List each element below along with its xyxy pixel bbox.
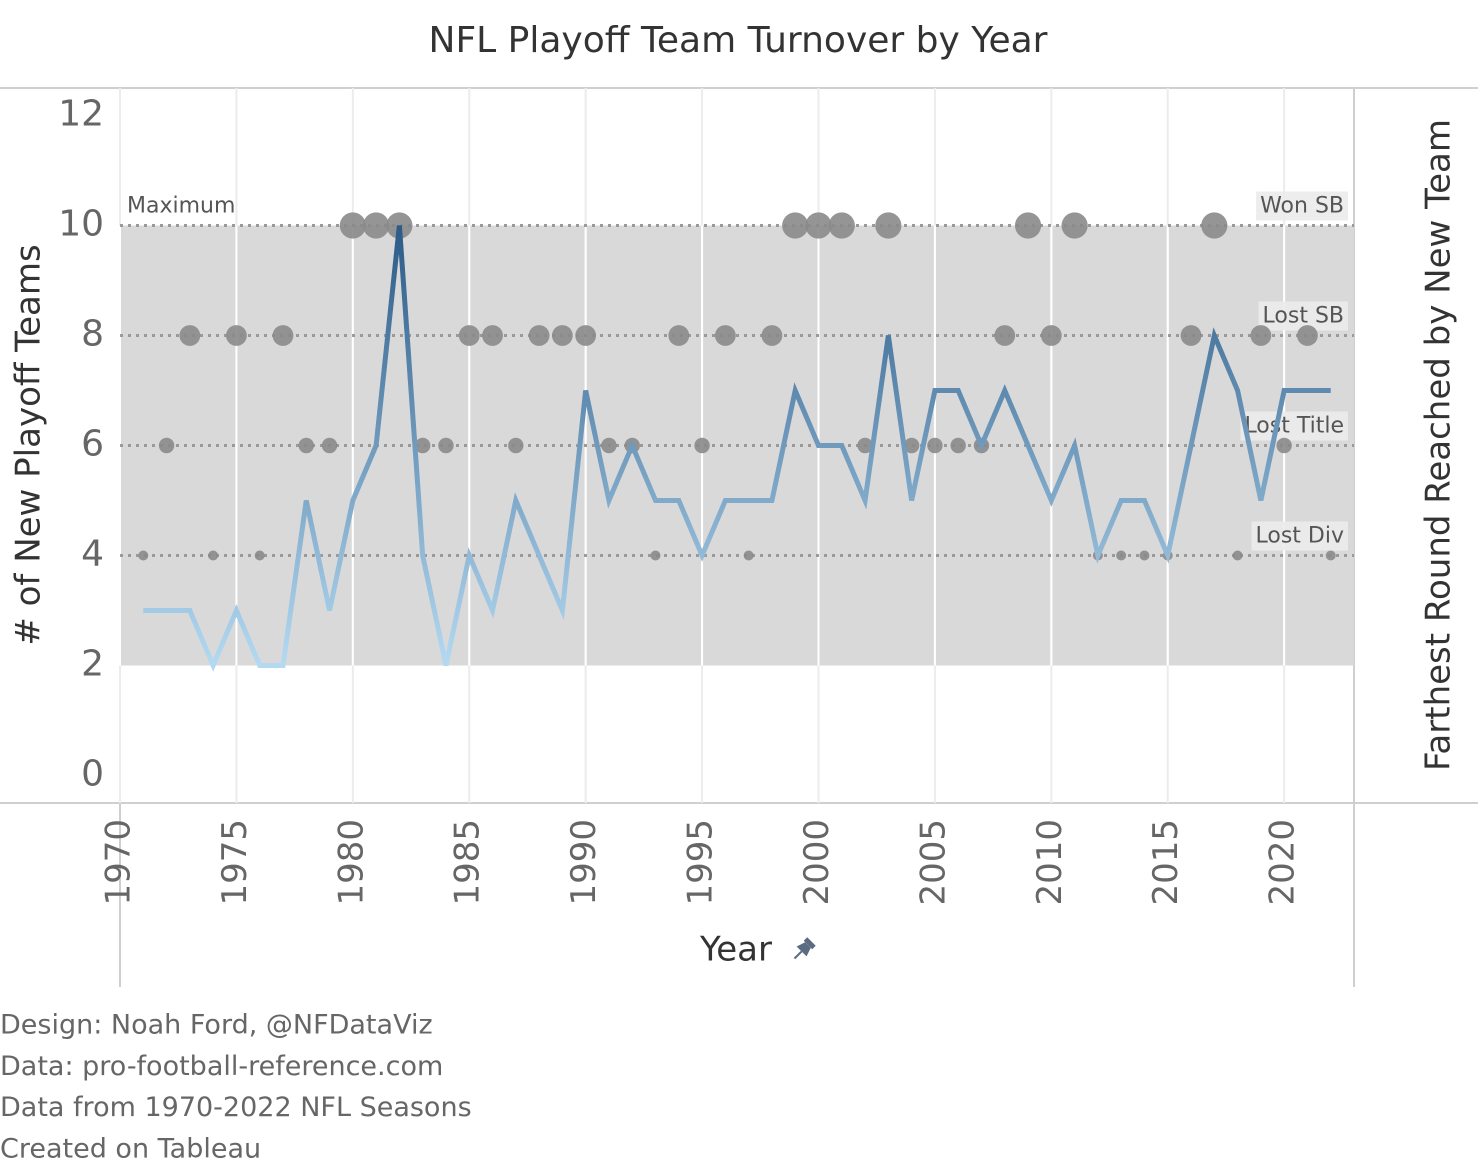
y2-tick-label: Lost Title: [1244, 414, 1344, 439]
chart-title: NFL Playoff Team Turnover by Year: [429, 20, 1048, 61]
x-tick-label: 1970: [99, 819, 139, 906]
round-dot: [1061, 212, 1088, 239]
round-dot: [138, 550, 149, 561]
round-dot: [950, 437, 966, 454]
x-tick-label: 2005: [913, 819, 953, 906]
round-dot: [994, 325, 1016, 346]
round-dot: [551, 325, 573, 346]
round-dot: [363, 212, 390, 239]
round-dot: [761, 325, 783, 346]
round-dot: [414, 437, 431, 454]
round-dot: [668, 325, 690, 346]
y-tick-label: 8: [81, 314, 104, 355]
x-tick-label: 1995: [681, 819, 721, 906]
x-tick-label: 1985: [448, 819, 488, 906]
y-tick-label: 12: [58, 94, 104, 135]
y-axis-title: # of New Playoff Teams: [9, 244, 49, 645]
reference-label-bg: [1258, 301, 1348, 331]
round-dot: [875, 212, 902, 239]
round-dot: [208, 550, 219, 561]
x-tick-label: 1975: [215, 819, 255, 906]
round-dot: [528, 325, 550, 346]
round-dot: [828, 212, 855, 239]
round-dot: [1139, 550, 1150, 561]
round-dot: [1180, 325, 1202, 346]
pin-icon: [793, 937, 816, 960]
round-dot: [339, 212, 366, 239]
round-dot: [1116, 550, 1127, 561]
round-dot: [805, 212, 832, 239]
x-tick-label: 2000: [797, 819, 837, 906]
round-dot: [1276, 437, 1292, 454]
round-dot: [1040, 325, 1062, 346]
round-dot: [179, 325, 201, 346]
y-tick-label: 0: [81, 754, 104, 795]
round-dot: [482, 325, 503, 346]
round-dot: [1201, 212, 1228, 239]
round-dot: [1014, 212, 1042, 239]
round-dot: [508, 437, 524, 454]
round-dot: [694, 437, 710, 454]
round-dot: [857, 437, 873, 454]
round-dot: [272, 325, 294, 346]
reference-label-bg: [1240, 411, 1348, 441]
footer-line: Data from 1970-2022 NFL Seasons: [0, 1092, 472, 1123]
x-tick-label: 2015: [1146, 819, 1186, 906]
round-dot: [575, 325, 597, 346]
footer-line: Design: Noah Ford, @NFDataViz: [0, 1010, 433, 1041]
x-tick-label: 1980: [331, 819, 371, 906]
footer-line: Data: pro-football-reference.com: [0, 1051, 443, 1082]
band-label: Maximum: [127, 194, 235, 219]
x-tick-label: 2010: [1030, 819, 1070, 906]
y-tick-label: 6: [81, 424, 104, 465]
round-dot: [927, 437, 943, 454]
reference-label-bg: [1251, 521, 1348, 551]
round-dot: [458, 325, 480, 346]
y2-tick-label: Won SB: [1260, 194, 1344, 219]
data-line: [143, 225, 1331, 672]
round-dot: [1232, 550, 1243, 561]
y-tick-label: 10: [58, 204, 104, 245]
round-dot: [158, 437, 175, 454]
y-tick-label: 2: [81, 644, 104, 685]
round-dot: [743, 550, 754, 561]
y2-tick-label: Lost SB: [1263, 304, 1344, 329]
round-dot: [254, 550, 265, 561]
round-dot: [650, 550, 661, 561]
round-dot: [903, 437, 920, 454]
x-axis-title: Year: [699, 930, 772, 970]
round-dot: [601, 437, 617, 454]
round-dot: [226, 325, 247, 346]
round-dot: [1297, 325, 1318, 346]
round-dot: [438, 437, 454, 454]
y-tick-label: 4: [81, 534, 104, 575]
x-tick-label: 2020: [1263, 819, 1303, 906]
round-dot: [298, 437, 314, 454]
round-dot: [714, 325, 736, 346]
round-dot: [1250, 325, 1272, 346]
reference-label-bg: [1256, 191, 1348, 221]
round-dot: [321, 437, 338, 454]
y2-tick-label: Lost Div: [1256, 524, 1344, 549]
x-tick-label: 1990: [564, 819, 604, 906]
footer-line: Created on Tableau: [0, 1133, 261, 1164]
round-dot: [1325, 550, 1336, 561]
round-dot: [782, 212, 809, 239]
y2-axis-title: Farthest Round Reached by New Team: [1419, 119, 1459, 771]
